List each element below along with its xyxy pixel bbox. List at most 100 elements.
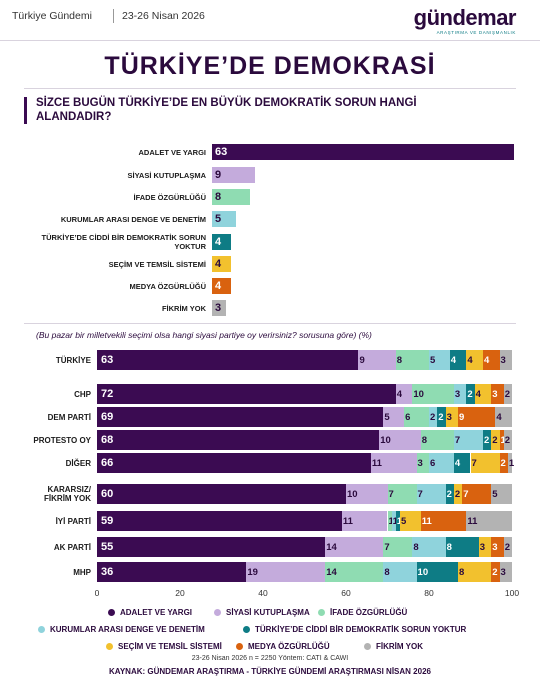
legend-item: FİKRİM YOK <box>364 641 423 651</box>
section-rule <box>24 323 516 324</box>
segment-label: 2 <box>483 434 490 446</box>
segment-label: 3 <box>479 541 486 553</box>
segment-label: 7 <box>388 488 394 500</box>
legend-swatch <box>236 642 243 650</box>
legend-item: SEÇİM VE TEMSİL SİSTEMİ <box>106 641 222 651</box>
bar-segment <box>387 484 417 504</box>
segment-label: 7 <box>384 541 390 553</box>
bar-segment <box>379 430 421 450</box>
segment-label: 11 <box>371 457 382 469</box>
bar-segment <box>462 484 492 504</box>
legend-swatch <box>364 642 371 650</box>
category-label: İFADE ÖZGÜRLÜĞÜ <box>133 192 207 202</box>
segment-label: 5 <box>430 354 436 366</box>
bar-segment <box>383 562 417 582</box>
segment-label: 4 <box>396 388 403 400</box>
category-label: SİYASİ KUTUPLAŞMA <box>127 170 206 180</box>
bar <box>212 211 236 227</box>
value-label: 4 <box>215 280 222 292</box>
bar-segment <box>383 537 413 557</box>
chart-subtitle: (Bu pazar bir milletvekili seçimi olsa h… <box>36 330 372 340</box>
segment-label: 4 <box>450 354 457 366</box>
category-label: DEM PARTİ <box>47 412 91 422</box>
segment-label: 8 <box>446 541 452 553</box>
category-label: CHP <box>74 389 91 399</box>
legend-label: SEÇİM VE TEMSİL SİSTEMİ <box>118 641 222 651</box>
header-dates: 23-26 Nisan 2026 <box>122 10 205 22</box>
bar-segment <box>503 537 512 557</box>
legend-label: KURUMLAR ARASI DENGE VE DENETİM <box>50 624 205 634</box>
bar-segment <box>453 430 483 450</box>
value-label: 3 <box>215 302 222 314</box>
value-label: 9 <box>215 169 222 181</box>
segment-label: 3 <box>454 388 461 400</box>
bar-segment <box>325 537 384 557</box>
legend-item: MEDYA ÖZGÜRLÜĞÜ <box>236 641 330 651</box>
bar-segment <box>453 384 467 404</box>
segment-label: 1 <box>508 457 515 469</box>
bar-segment <box>97 562 247 582</box>
segment-label: 10 <box>417 566 429 578</box>
bar-segment <box>97 537 326 557</box>
segment-label: 69 <box>101 411 114 423</box>
legend-swatch <box>214 608 221 616</box>
value-label: 8 <box>215 191 222 203</box>
legend-label: FİKRİM YOK <box>376 641 423 651</box>
bar-segment <box>429 453 454 473</box>
segment-label: 72 <box>101 388 114 400</box>
legend-item: KURUMLAR ARASI DENGE VE DENETİM <box>38 624 205 634</box>
bar-segment <box>97 453 371 473</box>
value-label: 63 <box>215 146 228 158</box>
legend-label: MEDYA ÖZGÜRLÜĞÜ <box>248 641 330 651</box>
question-accent <box>24 97 27 124</box>
title: TÜRKİYE’DE DEMOKRASİ <box>104 52 436 80</box>
segment-label: 3 <box>492 541 498 553</box>
segment-label: 14 <box>326 541 337 553</box>
bar-segment <box>97 511 342 531</box>
bar <box>212 256 232 272</box>
segment-label: 4 <box>467 354 473 366</box>
bar-segment <box>325 562 384 582</box>
bar-segment <box>97 350 359 370</box>
legend-swatch <box>318 608 325 616</box>
legend-swatch <box>243 625 250 633</box>
segment-label: 2 <box>430 411 436 423</box>
bar-segment <box>429 350 450 370</box>
value-label: 4 <box>215 236 222 248</box>
segment-label: 4 <box>483 354 490 366</box>
segment-label: 2 <box>504 541 510 553</box>
bar-segment <box>491 484 512 504</box>
segment-label: 3 <box>500 354 506 366</box>
value-label: 4 <box>215 258 222 270</box>
bar <box>212 300 227 316</box>
bar-segment <box>491 562 500 582</box>
bar-segment <box>466 511 512 531</box>
bar-segment <box>358 350 396 370</box>
category-label: DİĞER <box>65 458 91 468</box>
bar-segment <box>445 407 459 427</box>
logo-tagline: ARAŞTIRMA VE DANIŞMANLIK <box>436 30 516 35</box>
bar-segment <box>474 384 492 404</box>
segment-label: 4 <box>454 457 461 469</box>
legend-swatch <box>106 642 113 650</box>
bar-segment <box>416 562 459 582</box>
bar-segment <box>383 407 405 427</box>
bar-segment <box>495 407 512 427</box>
bar-segment <box>97 407 384 427</box>
segment-label: 4 <box>496 411 502 423</box>
bar <box>212 144 514 160</box>
bar-segment <box>341 511 388 531</box>
category-label: MHP <box>73 567 91 577</box>
segment-label: 9 <box>359 354 365 366</box>
segment-label: 2 <box>438 411 444 423</box>
segment-label: 5 <box>400 515 407 527</box>
segment-label: 5 <box>492 488 498 500</box>
bar-segment <box>97 484 346 504</box>
segment-label: 1 <box>501 430 506 450</box>
bar-segment <box>416 484 446 504</box>
bar-segment <box>466 350 483 370</box>
bar-segment <box>458 562 492 582</box>
segment-label: 1 <box>389 511 394 531</box>
segment-label: 4 <box>475 388 481 400</box>
